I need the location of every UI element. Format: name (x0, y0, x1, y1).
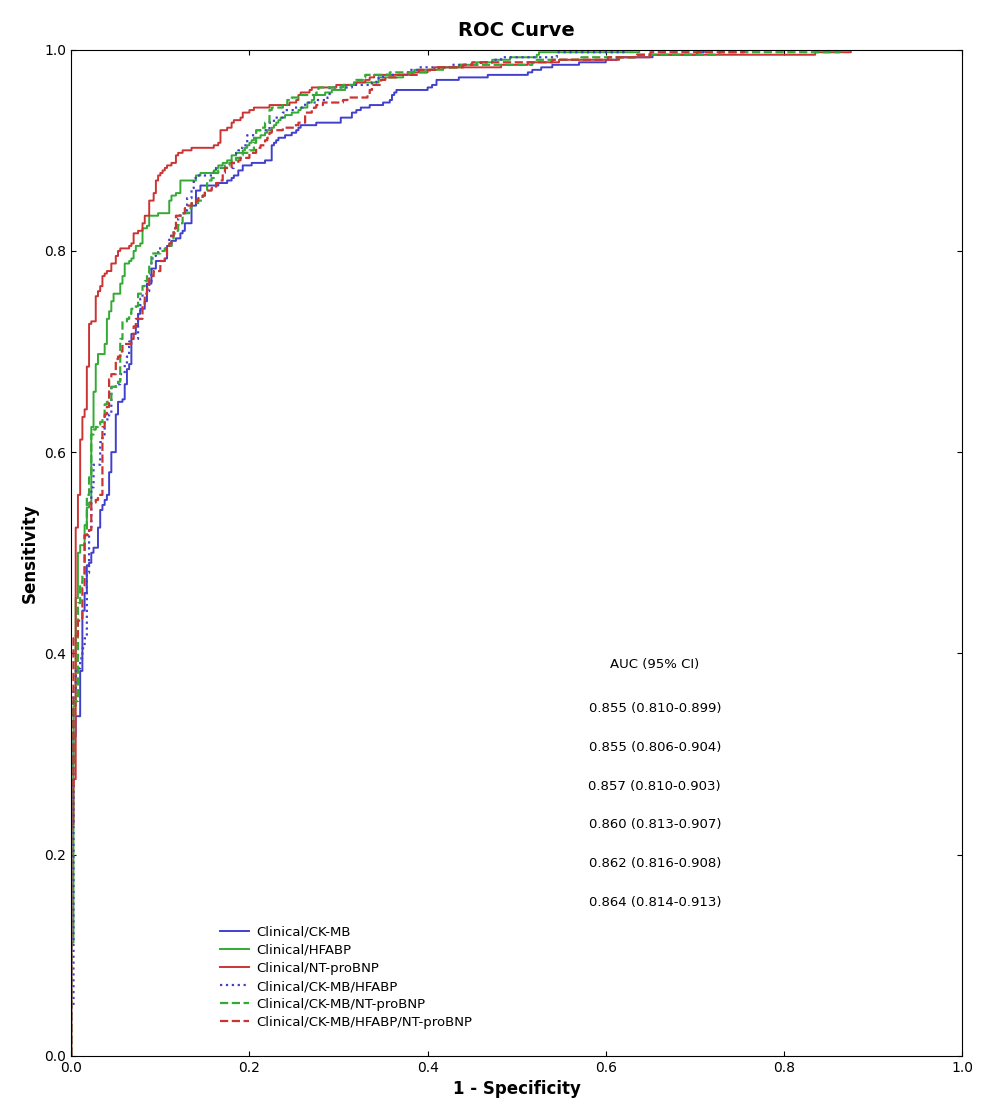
Legend: Clinical/CK-MB, Clinical/HFABP, Clinical/NT-proBNP, Clinical/CK-MB/HFABP, Clinic: Clinical/CK-MB, Clinical/HFABP, Clinical… (221, 925, 472, 1029)
X-axis label: 1 - Specificity: 1 - Specificity (453, 1080, 580, 1098)
Text: 0.860 (0.813-0.907): 0.860 (0.813-0.907) (588, 818, 721, 831)
Text: 0.855 (0.810-0.899): 0.855 (0.810-0.899) (588, 702, 721, 715)
Text: 0.864 (0.814-0.913): 0.864 (0.814-0.913) (588, 896, 721, 909)
Text: 0.857 (0.810-0.903): 0.857 (0.810-0.903) (588, 780, 721, 792)
Y-axis label: Sensitivity: Sensitivity (21, 502, 39, 602)
Text: 0.862 (0.816-0.908): 0.862 (0.816-0.908) (588, 857, 721, 871)
Text: AUC (95% CI): AUC (95% CI) (610, 658, 700, 671)
Title: ROC Curve: ROC Curve (458, 21, 576, 40)
Text: 0.855 (0.806-0.904): 0.855 (0.806-0.904) (588, 741, 721, 754)
